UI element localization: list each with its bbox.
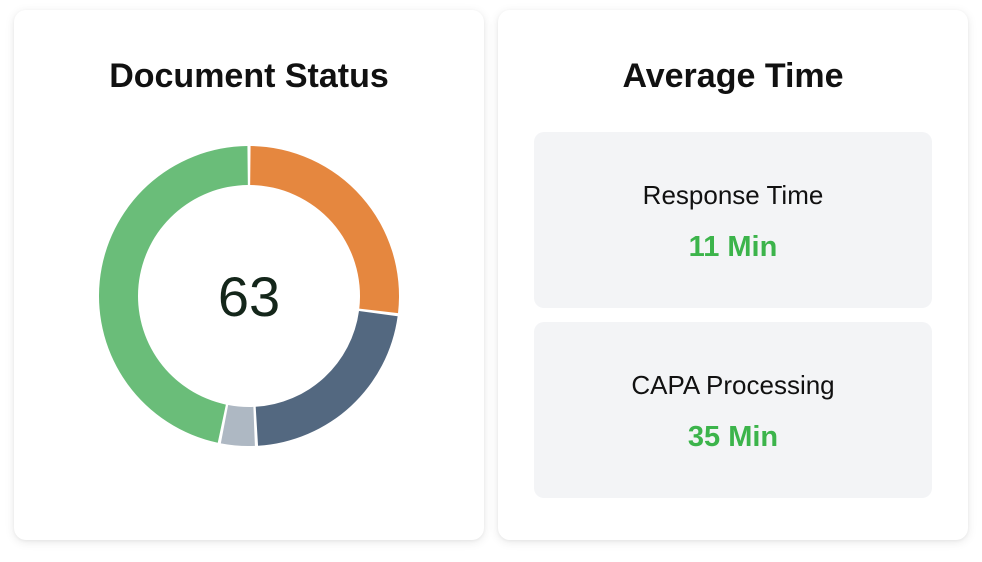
capa-processing-label: CAPA Processing xyxy=(631,370,835,400)
donut-chart xyxy=(99,146,399,446)
document-status-donut: 63 xyxy=(99,146,399,446)
donut-segment-slate[interactable] xyxy=(255,310,398,446)
capa-processing-box: CAPA Processing 35 Min xyxy=(534,322,932,498)
donut-segment-orange[interactable] xyxy=(250,146,399,314)
donut-segment-gray[interactable] xyxy=(220,405,255,446)
donut-segment-green[interactable] xyxy=(99,146,248,443)
document-status-card: Document Status 63 xyxy=(14,10,484,540)
response-time-box: Response Time 11 Min xyxy=(534,132,932,308)
document-status-title: Document Status xyxy=(109,57,389,95)
response-time-label: Response Time xyxy=(642,180,824,210)
response-time-value: 11 Min xyxy=(688,231,778,263)
average-time-card: Average Time Response Time 11 Min CAPA P… xyxy=(498,10,968,540)
average-time-title: Average Time xyxy=(622,57,844,95)
capa-processing-value: 35 Min xyxy=(687,421,779,453)
